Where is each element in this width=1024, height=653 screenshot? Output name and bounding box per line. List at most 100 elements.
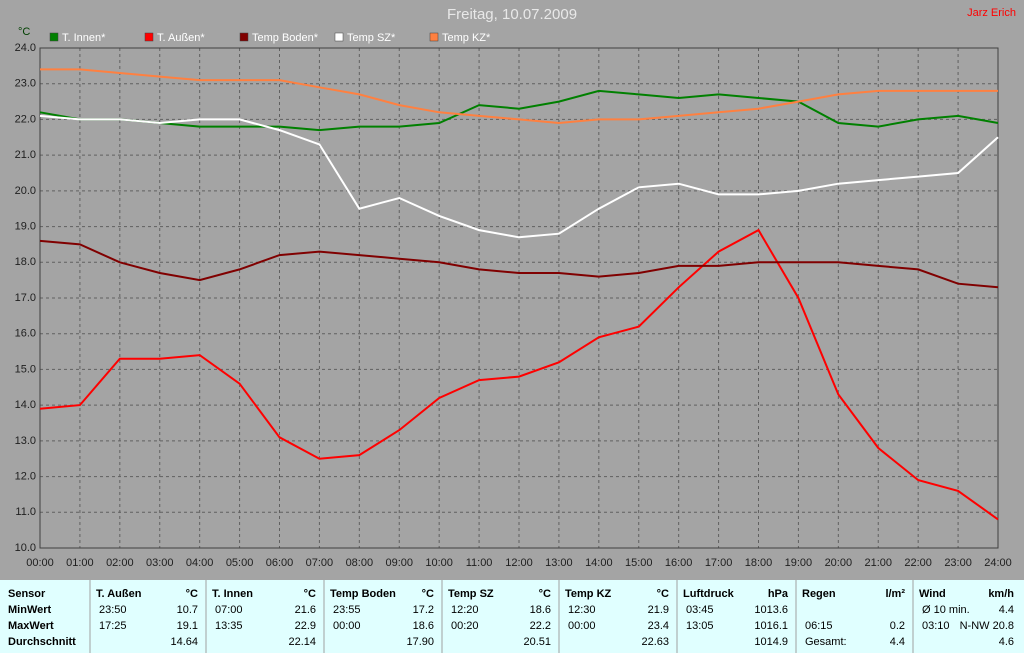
y-tick-label: 15.0 <box>15 363 36 375</box>
y-tick-label: 21.0 <box>15 149 36 161</box>
cell-value: 23.4 <box>648 620 669 632</box>
group-unit: °C <box>186 588 198 600</box>
row-label: MaxWert <box>8 620 54 632</box>
row-label: Durchschnitt <box>8 636 76 648</box>
cell-value: 22.2 <box>530 620 551 632</box>
x-tick-label: 22:00 <box>904 557 932 569</box>
legend-swatch <box>334 32 344 42</box>
y-tick-label: 11.0 <box>15 506 36 518</box>
group-name: Wind <box>919 588 946 600</box>
cell-value: N-NW 20.8 <box>960 620 1014 632</box>
cell-value: 17.2 <box>413 604 434 616</box>
cell-value: 20.51 <box>523 636 551 648</box>
cell-value: 4.4 <box>999 604 1014 616</box>
cell-time: 03:45 <box>686 604 714 616</box>
legend-swatch <box>144 32 154 42</box>
series-line <box>39 228 999 521</box>
x-tick-label: 06:00 <box>266 557 294 569</box>
cell-value: 18.6 <box>413 620 434 632</box>
cell-time: 00:00 <box>568 620 596 632</box>
cell-time: 12:20 <box>451 604 479 616</box>
cell-value: 22.9 <box>295 620 316 632</box>
legend-label: T. Außen* <box>157 32 205 44</box>
cell-time: 00:00 <box>333 620 361 632</box>
legend-label: Temp SZ* <box>347 32 396 44</box>
y-tick-label: 16.0 <box>15 328 36 340</box>
chart-title: Freitag, 10.07.2009 <box>447 6 577 23</box>
x-tick-label: 03:00 <box>146 557 174 569</box>
x-tick-label: 23:00 <box>944 557 972 569</box>
group-unit: °C <box>422 588 434 600</box>
y-tick-label: 22.0 <box>15 113 36 125</box>
cell-time: 13:35 <box>215 620 243 632</box>
cell-value: 22.63 <box>641 636 669 648</box>
y-tick-label: 12.0 <box>15 470 36 482</box>
x-tick-label: 21:00 <box>864 557 892 569</box>
cell-time: 23:50 <box>99 604 127 616</box>
y-tick-label: 17.0 <box>15 292 36 304</box>
x-tick-label: 04:00 <box>186 557 214 569</box>
y-tick-label: 10.0 <box>15 542 36 554</box>
group-unit: °C <box>304 588 316 600</box>
y-tick-label: 19.0 <box>15 220 36 232</box>
cell-value: 1016.1 <box>754 620 788 632</box>
group-name: T. Außen <box>96 588 142 600</box>
series-line <box>39 114 999 239</box>
y-tick-label: 23.0 <box>15 78 36 90</box>
cell-value: 10.7 <box>177 604 198 616</box>
x-tick-label: 17:00 <box>705 557 733 569</box>
legend-swatch <box>239 32 249 42</box>
x-tick-label: 24:00 <box>984 557 1012 569</box>
legend-swatch <box>49 32 59 42</box>
group-name: Temp SZ <box>448 588 494 600</box>
group-unit: l/m² <box>885 588 905 600</box>
series-line <box>39 239 999 289</box>
series-line <box>39 89 999 132</box>
cell-time: 23:55 <box>333 604 361 616</box>
y-axis-label: °C <box>18 26 30 38</box>
cell-time: 13:05 <box>686 620 714 632</box>
cell-time: 00:20 <box>451 620 479 632</box>
y-tick-label: 24.0 <box>15 42 36 54</box>
group-unit: hPa <box>768 588 789 600</box>
legend-label: T. Innen* <box>62 32 106 44</box>
group-unit: °C <box>539 588 551 600</box>
cell-time: 12:30 <box>568 604 596 616</box>
group-name: Luftdruck <box>683 588 735 600</box>
group-unit: °C <box>657 588 669 600</box>
y-tick-label: 14.0 <box>15 399 36 411</box>
x-tick-label: 10:00 <box>425 557 453 569</box>
cell-time: Ø 10 min. <box>922 604 970 616</box>
group-name: T. Innen <box>212 588 253 600</box>
x-tick-label: 19:00 <box>785 557 813 569</box>
background <box>0 0 1024 580</box>
y-tick-label: 18.0 <box>15 256 36 268</box>
cell-time: 07:00 <box>215 604 243 616</box>
x-tick-label: 07:00 <box>306 557 334 569</box>
group-name: Temp KZ <box>565 588 612 600</box>
y-tick-label: 20.0 <box>15 185 36 197</box>
cell-value: 18.6 <box>530 604 551 616</box>
cell-time: 03:10 <box>922 620 950 632</box>
cell-value: 19.1 <box>177 620 198 632</box>
x-tick-label: 16:00 <box>665 557 693 569</box>
series-line <box>40 68 998 125</box>
cell-time: 17:25 <box>99 620 127 632</box>
x-tick-label: 14:00 <box>585 557 613 569</box>
x-tick-label: 05:00 <box>226 557 254 569</box>
group-name: Regen <box>802 588 836 600</box>
legend-label: Temp KZ* <box>442 32 491 44</box>
x-tick-label: 13:00 <box>545 557 573 569</box>
cell-value: 1013.6 <box>754 604 788 616</box>
cell-time: Gesamt: <box>805 636 847 648</box>
x-tick-label: 02:00 <box>106 557 134 569</box>
plot-frame <box>39 47 999 549</box>
x-tick-label: 00:00 <box>26 557 54 569</box>
author: Jarz Erich <box>967 7 1016 19</box>
row-label: MinWert <box>8 604 52 616</box>
table-background <box>0 580 1024 653</box>
cell-value: 4.4 <box>890 636 905 648</box>
cell-value: 22.14 <box>288 636 316 648</box>
y-tick-label: 13.0 <box>15 435 36 447</box>
